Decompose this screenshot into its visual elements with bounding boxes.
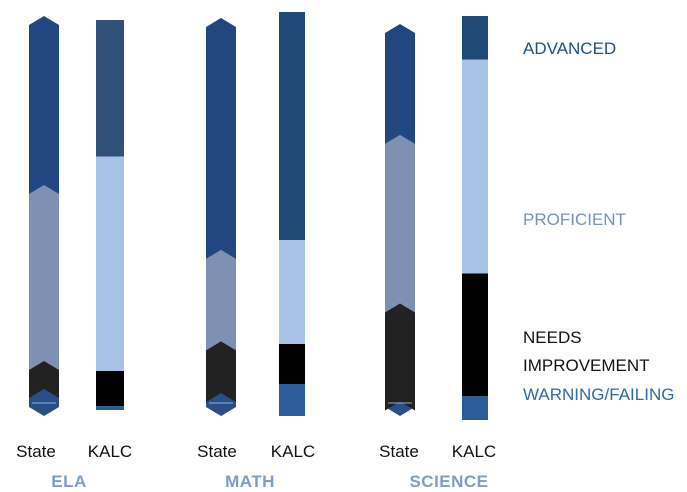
legend-warning: WARNING/FAILING xyxy=(523,385,675,404)
bar-segment-ela-kalc-proficient xyxy=(96,156,124,371)
bar-segment-science-kalc-needs xyxy=(462,273,488,397)
bar-segment-ela-kalc-advanced xyxy=(96,20,124,157)
bar-segment-math-state-needs xyxy=(206,332,236,403)
bar-segment-science-kalc-advanced xyxy=(462,16,488,60)
bar-label-ela-state: State xyxy=(16,442,56,461)
bar-segment-science-state-advanced xyxy=(385,24,415,144)
bar-segment-ela-kalc-warning xyxy=(96,406,124,410)
bar-segment-ela-state-proficient xyxy=(29,176,59,370)
bar-segment-ela-state-advanced xyxy=(29,16,59,194)
bar-segment-science-state-needs xyxy=(385,294,415,411)
bar-label-ela-kalc: KALC xyxy=(87,442,133,461)
group-label-math: MATH xyxy=(225,472,275,491)
bar-segment-math-kalc-proficient xyxy=(279,240,305,344)
bar-segment-science-state-proficient xyxy=(385,125,415,313)
bar-segment-ela-kalc-needs xyxy=(96,371,124,407)
legend-advanced: ADVANCED xyxy=(523,39,617,58)
legend-needs-line1: NEEDS xyxy=(523,328,582,347)
legend-proficient: PROFICIENT xyxy=(523,210,626,229)
bar-segment-math-kalc-needs xyxy=(279,344,305,384)
bar-segment-science-kalc-proficient xyxy=(462,59,488,274)
bar-label-math-state: State xyxy=(197,442,237,461)
bar-segment-math-state-proficient xyxy=(206,240,236,351)
bar-label-science-state: State xyxy=(379,442,419,461)
bar-label-science-kalc: KALC xyxy=(451,442,497,461)
bar-segment-math-state-advanced xyxy=(206,18,236,259)
bar-segment-math-kalc-advanced xyxy=(279,12,305,240)
group-label-science: SCIENCE xyxy=(409,472,489,491)
bar-segment-math-kalc-warning xyxy=(279,384,305,416)
legend-needs-line2: IMPROVEMENT xyxy=(523,356,650,375)
group-label-ela: ELA xyxy=(51,472,87,491)
bar-segment-science-kalc-warning xyxy=(462,396,488,420)
bar-label-math-kalc: KALC xyxy=(270,442,316,461)
